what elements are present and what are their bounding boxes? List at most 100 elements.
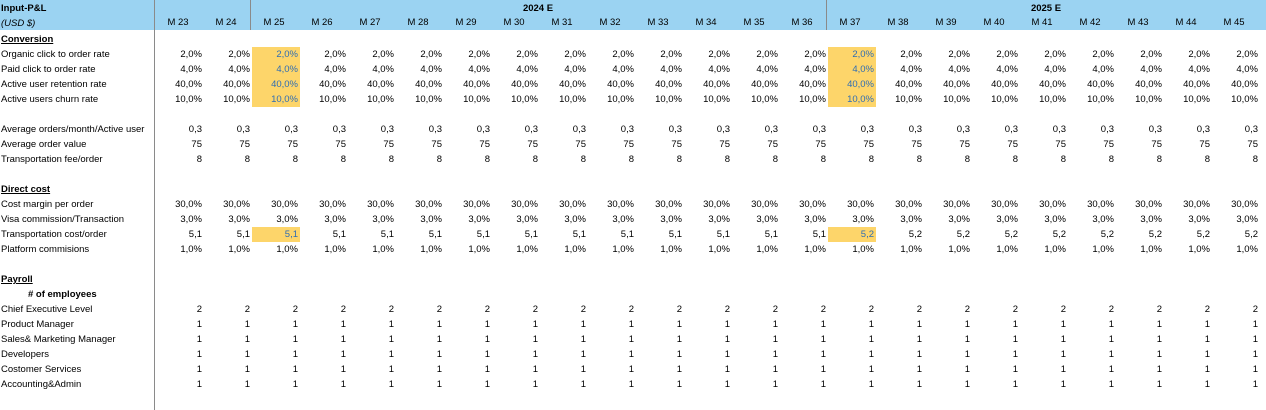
value-cell[interactable]: 10,0% bbox=[991, 94, 1018, 105]
value-cell[interactable]: 1,0% bbox=[324, 244, 346, 255]
value-cell[interactable]: 2 bbox=[1156, 304, 1162, 315]
value-cell[interactable]: 1 bbox=[676, 319, 682, 330]
value-cell[interactable]: 8 bbox=[1204, 154, 1210, 165]
value-cell[interactable]: 10,0% bbox=[463, 94, 490, 105]
value-cell[interactable]: 75 bbox=[1103, 139, 1114, 150]
value-cell[interactable]: 1 bbox=[1156, 319, 1162, 330]
value-cell[interactable]: 40,0% bbox=[655, 79, 682, 90]
value-cell[interactable]: 10,0% bbox=[607, 94, 634, 105]
value-cell[interactable]: 1 bbox=[1012, 349, 1018, 360]
value-cell[interactable]: 30,0% bbox=[607, 199, 634, 210]
value-cell[interactable]: 40,0% bbox=[463, 79, 490, 90]
value-cell[interactable]: 1,0% bbox=[612, 244, 634, 255]
value-cell[interactable]: 1 bbox=[1012, 319, 1018, 330]
value-cell[interactable]: 1 bbox=[772, 349, 778, 360]
value-cell[interactable]: 1 bbox=[676, 349, 682, 360]
value-cell[interactable]: 1 bbox=[340, 379, 346, 390]
value-cell[interactable]: 1,0% bbox=[1236, 244, 1258, 255]
value-cell[interactable]: 4,0% bbox=[324, 64, 346, 75]
value-cell[interactable]: 1 bbox=[1204, 334, 1210, 345]
value-cell[interactable]: 2 bbox=[532, 304, 538, 315]
value-cell[interactable]: 1 bbox=[196, 364, 202, 375]
value-cell[interactable]: 3,0% bbox=[756, 214, 778, 225]
value-cell[interactable]: 2,0% bbox=[996, 49, 1018, 60]
value-cell[interactable]: 1 bbox=[964, 319, 970, 330]
value-cell[interactable]: 0,3 bbox=[620, 124, 634, 135]
value-cell[interactable]: 8 bbox=[964, 154, 970, 165]
value-cell[interactable]: 2,0% bbox=[1092, 49, 1114, 60]
value-cell[interactable]: 3,0% bbox=[564, 214, 586, 225]
value-cell[interactable]: 1 bbox=[724, 334, 730, 345]
value-cell[interactable]: 5,1 bbox=[428, 229, 442, 240]
value-cell[interactable]: 5,2 bbox=[1004, 229, 1018, 240]
value-cell[interactable]: 75 bbox=[239, 139, 250, 150]
value-cell[interactable]: 40,0% bbox=[703, 79, 730, 90]
value-cell[interactable]: 2 bbox=[1108, 304, 1114, 315]
value-cell[interactable]: 75 bbox=[527, 139, 538, 150]
value-cell[interactable]: 1 bbox=[724, 319, 730, 330]
value-cell[interactable]: 1 bbox=[724, 349, 730, 360]
value-cell[interactable]: 1 bbox=[484, 349, 490, 360]
value-cell[interactable]: 5,2 bbox=[908, 229, 922, 240]
value-cell[interactable]: 1 bbox=[532, 349, 538, 360]
value-cell[interactable]: 0,3 bbox=[1148, 124, 1162, 135]
value-cell[interactable]: 1,0% bbox=[1140, 244, 1162, 255]
value-cell[interactable]: 8 bbox=[1108, 154, 1114, 165]
value-cell[interactable]: 2,0% bbox=[468, 49, 490, 60]
value-cell[interactable]: 8 bbox=[868, 154, 874, 165]
value-cell[interactable]: 4,0% bbox=[1092, 64, 1114, 75]
value-cell[interactable]: 1,0% bbox=[516, 244, 538, 255]
value-cell[interactable]: 1,0% bbox=[564, 244, 586, 255]
value-cell[interactable]: 75 bbox=[959, 139, 970, 150]
value-cell[interactable]: 1 bbox=[484, 319, 490, 330]
value-cell[interactable]: 3,0% bbox=[276, 214, 298, 225]
value-cell[interactable]: 2,0% bbox=[1236, 49, 1258, 60]
value-cell[interactable]: 40,0% bbox=[367, 79, 394, 90]
value-cell[interactable]: 1 bbox=[1156, 334, 1162, 345]
value-cell[interactable]: 2 bbox=[244, 304, 250, 315]
value-cell[interactable]: 75 bbox=[863, 139, 874, 150]
value-cell[interactable]: 3,0% bbox=[900, 214, 922, 225]
value-cell[interactable]: 1 bbox=[196, 334, 202, 345]
value-cell[interactable]: 30,0% bbox=[991, 199, 1018, 210]
value-cell[interactable]: 4,0% bbox=[180, 64, 202, 75]
value-cell[interactable]: 1 bbox=[388, 364, 394, 375]
value-cell[interactable]: 2 bbox=[340, 304, 346, 315]
value-cell[interactable]: 5,1 bbox=[476, 229, 490, 240]
value-cell[interactable]: 1 bbox=[1252, 334, 1258, 345]
value-cell[interactable]: 75 bbox=[815, 139, 826, 150]
value-cell[interactable]: 1,0% bbox=[948, 244, 970, 255]
value-cell[interactable]: 30,0% bbox=[943, 199, 970, 210]
value-cell[interactable]: 0,3 bbox=[380, 124, 394, 135]
value-cell[interactable]: 1 bbox=[292, 319, 298, 330]
value-cell[interactable]: 5,1 bbox=[620, 229, 634, 240]
value-cell[interactable]: 4,0% bbox=[804, 64, 826, 75]
value-cell[interactable]: 0,3 bbox=[668, 124, 682, 135]
value-cell[interactable]: 40,0% bbox=[1135, 79, 1162, 90]
value-cell[interactable]: 40,0% bbox=[1039, 79, 1066, 90]
value-cell[interactable]: 5,2 bbox=[1244, 229, 1258, 240]
value-cell[interactable]: 75 bbox=[1007, 139, 1018, 150]
value-cell[interactable]: 1 bbox=[772, 364, 778, 375]
value-cell[interactable]: 2 bbox=[868, 304, 874, 315]
value-cell[interactable]: 40,0% bbox=[175, 79, 202, 90]
value-cell[interactable]: 5,1 bbox=[668, 229, 682, 240]
value-cell[interactable]: 1 bbox=[868, 334, 874, 345]
value-cell[interactable]: 40,0% bbox=[1231, 79, 1258, 90]
value-cell[interactable]: 1 bbox=[244, 349, 250, 360]
value-cell[interactable]: 30,0% bbox=[847, 199, 874, 210]
value-cell[interactable]: 1 bbox=[676, 364, 682, 375]
value-cell[interactable]: 8 bbox=[1156, 154, 1162, 165]
value-cell[interactable]: 1 bbox=[916, 319, 922, 330]
value-cell[interactable]: 40,0% bbox=[415, 79, 442, 90]
value-cell[interactable]: 40,0% bbox=[223, 79, 250, 90]
value-cell[interactable]: 4,0% bbox=[420, 64, 442, 75]
value-cell[interactable]: 4,0% bbox=[660, 64, 682, 75]
value-cell[interactable]: 1 bbox=[1060, 379, 1066, 390]
value-cell[interactable]: 2 bbox=[964, 304, 970, 315]
value-cell[interactable]: 40,0% bbox=[319, 79, 346, 90]
value-cell[interactable]: 0,3 bbox=[1244, 124, 1258, 135]
sheet-title[interactable]: Input-P&L bbox=[1, 3, 47, 14]
value-cell[interactable]: 10,0% bbox=[1231, 94, 1258, 105]
value-cell[interactable]: 1 bbox=[820, 379, 826, 390]
